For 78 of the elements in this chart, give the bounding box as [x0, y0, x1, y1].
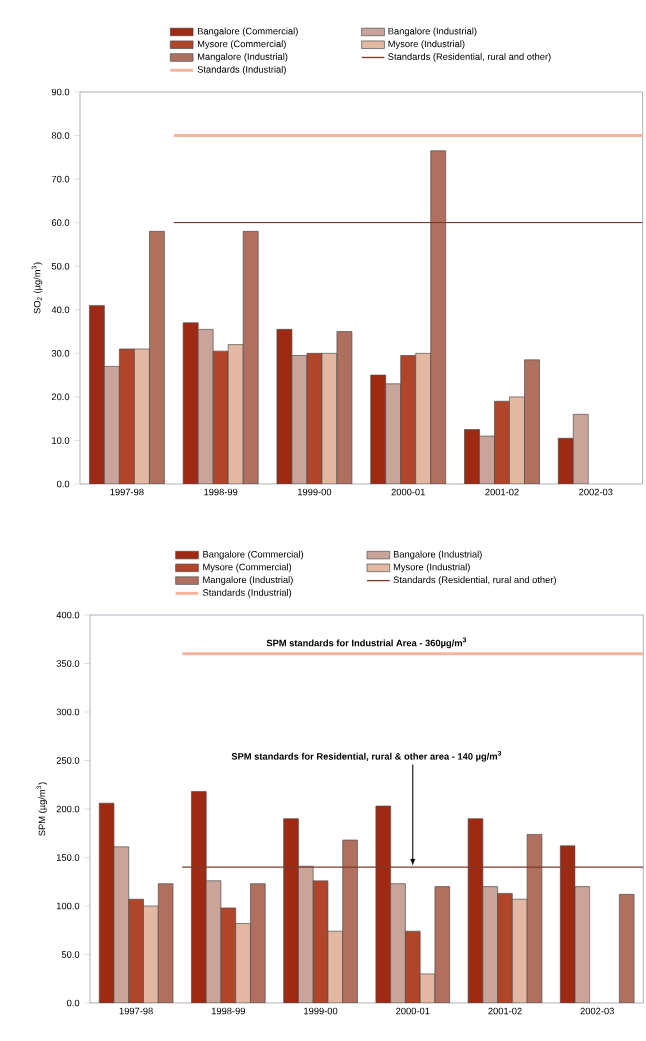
legend-label: Bangalore (Industrial) [393, 550, 482, 560]
bar [497, 893, 513, 1003]
legend-label: Standards (Industrial) [197, 65, 286, 75]
y-tick-label: 60.0 [51, 219, 70, 226]
y-tick-label: 70.0 [51, 175, 70, 183]
y-tick-label: 250.0 [56, 757, 80, 764]
bar [134, 348, 150, 484]
x-tick-label: 2002-03 [580, 1007, 614, 1015]
y-tick-label: 40.0 [51, 306, 70, 314]
y-tick-label: 20.0 [51, 393, 70, 401]
y-tick-label: 50.0 [61, 951, 80, 958]
bar [283, 818, 299, 1003]
y-tick-label: 30.0 [51, 350, 70, 357]
legend-label: Bangalore (Commercial) [197, 27, 298, 37]
x-tick-label: 2000-01 [391, 488, 425, 496]
legend-label: Mysore (Industrial) [393, 563, 470, 573]
bar [557, 437, 574, 484]
legend-label: Mangalore (Industrial) [203, 576, 293, 585]
legend-label: Standards (Industrial) [202, 589, 292, 598]
y-tick-label: 400.0 [56, 611, 80, 619]
bar [143, 905, 159, 1003]
x-tick-label: 1998-99 [211, 1007, 246, 1015]
bar [191, 791, 207, 1003]
x-tick-label: 1997-98 [119, 1007, 153, 1015]
x-tick-label: 1999-00 [298, 488, 332, 496]
bar [235, 923, 251, 1003]
legend-label: Mysore (Industrial) [388, 40, 465, 50]
legend-label: Mangalore (Industrial) [197, 53, 288, 62]
y-tick-label: 0.0 [56, 480, 70, 488]
bar [227, 344, 244, 484]
legend-label: Mysore (Commercial) [197, 40, 286, 50]
bar [572, 413, 589, 484]
bar [250, 883, 266, 1003]
bar [405, 931, 421, 1003]
y-tick-label: 300.0 [56, 708, 80, 716]
x-tick-label: 2002-03 [579, 488, 613, 496]
y-tick-label: 100.0 [56, 902, 80, 910]
x-tick-label: 1998-99 [204, 488, 238, 496]
bar [385, 383, 402, 484]
x-tick-label: 2000-01 [396, 1007, 430, 1015]
legend-label: Bangalore (Industrial) [388, 27, 477, 37]
y-axis-title: SPM (µg/m$^{3}$) [36, 782, 48, 836]
x-tick-label: 1999-00 [304, 1007, 338, 1015]
bar [119, 348, 135, 484]
x-tick-label: 2001-02 [485, 488, 519, 496]
y-tick-label: 50.0 [51, 262, 70, 270]
bar [415, 352, 432, 484]
legend-label: Standards (Residential, rural and other) [388, 53, 551, 62]
x-tick-label: 2001-02 [488, 1007, 522, 1015]
bar [509, 396, 525, 484]
y-tick-label: 200.0 [56, 805, 80, 813]
bar [370, 374, 387, 484]
bar [182, 322, 199, 484]
y-tick-label: 0.0 [66, 999, 80, 1007]
bar [197, 329, 214, 484]
bar [104, 366, 120, 484]
legend-label: Bangalore (Commercial) [203, 550, 304, 560]
bar [494, 400, 510, 484]
x-tick-label: 1997-98 [110, 488, 144, 496]
bar [390, 883, 406, 1003]
y-tick-label: 80.0 [51, 132, 70, 139]
annotation: SPM standards for Industrial Area - 360µg/m$^{3}$ [266, 637, 467, 649]
y-tick-label: 150.0 [56, 854, 80, 861]
y-axis-title: SO$_{2}$ (µg/m$^{3}$) [31, 262, 43, 314]
bar [128, 898, 144, 1003]
y-tick-label: 10.0 [52, 437, 70, 444]
bar [400, 355, 417, 484]
y-tick-label: 350.0 [56, 660, 80, 667]
bar [464, 429, 480, 484]
bar [342, 839, 358, 1003]
bar [298, 865, 314, 1003]
bar [89, 305, 105, 484]
y-tick-label: 90.0 [51, 88, 70, 96]
bar [212, 350, 229, 484]
legend-label: Standards (Residential, rural and other) [393, 576, 556, 585]
bar [479, 435, 495, 484]
annotation: SPM standards for Residential, rural & other area - 140 µg/m$^{3}$ [231, 750, 502, 762]
legend-label: Mysore (Commercial) [203, 563, 292, 573]
